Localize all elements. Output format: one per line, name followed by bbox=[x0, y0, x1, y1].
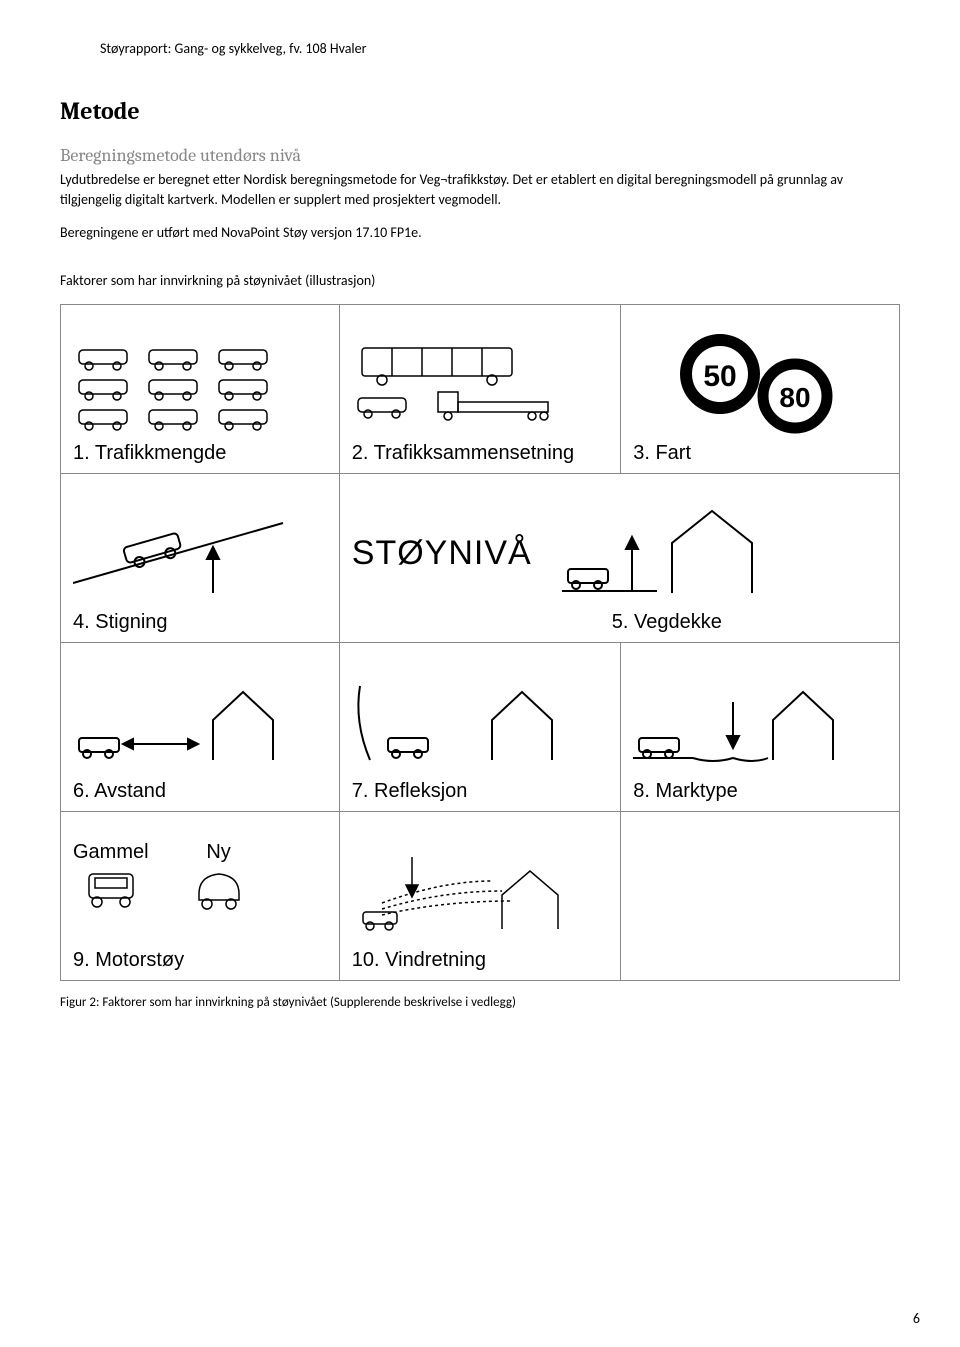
sign-50-text: 50 bbox=[703, 360, 736, 393]
sign-80-text: 80 bbox=[780, 382, 811, 413]
section-subtitle: Beregningsmetode utendørs nivå bbox=[60, 145, 900, 166]
cell-label-4: 4. Stigning bbox=[73, 611, 327, 634]
cell-vindretning: 10. Vindretning bbox=[339, 812, 620, 981]
distance-icon bbox=[73, 672, 327, 772]
paragraph-2: Beregningene er utført med NovaPoint Stø… bbox=[60, 223, 900, 243]
wind-direction-icon bbox=[352, 841, 608, 941]
cell-refleksjon: 7. Refleksjon bbox=[339, 643, 620, 812]
paragraph-1: Lydutbredelse er beregnet etter Nordisk … bbox=[60, 170, 900, 209]
slope-icon bbox=[73, 503, 327, 603]
stoyniva-heading: STØYNIVÅ bbox=[352, 534, 532, 573]
bus-car-truck-icon bbox=[352, 334, 608, 434]
cell-trafikksammensetning: 2. Trafikksammensetning bbox=[339, 305, 620, 474]
cell-avstand: 6. Avstand bbox=[61, 643, 340, 812]
speed-signs-icon: 50 80 bbox=[633, 334, 887, 434]
cell-label-3: 3. Fart bbox=[633, 442, 887, 465]
paragraph-3: Faktorer som har innvirkning på støynivå… bbox=[60, 271, 900, 291]
cell-marktype: 8. Marktype bbox=[621, 643, 900, 812]
cell-label-5: 5. Vegdekke bbox=[612, 611, 887, 634]
cell-empty bbox=[621, 812, 900, 981]
house-road-icon bbox=[562, 503, 782, 603]
cell-fart: 50 80 3. Fart bbox=[621, 305, 900, 474]
cell-label-9: 9. Motorstøy bbox=[73, 949, 327, 972]
car-front-new-icon bbox=[189, 864, 249, 914]
cell-motorstoy: Gammel Ny bbox=[61, 812, 340, 981]
cell-label-1: 1. Trafikkmengde bbox=[73, 442, 327, 465]
factors-illustration-table: 1. Trafikkmengde 2. Trafikksammensetning bbox=[60, 304, 900, 981]
report-header: Støyrapport: Gang- og sykkelveg, fv. 108… bbox=[100, 40, 900, 57]
cell-label-7: 7. Refleksjon bbox=[352, 780, 608, 803]
label-gammel: Gammel bbox=[73, 841, 149, 864]
cell-trafikkmengde: 1. Trafikkmengde bbox=[61, 305, 340, 474]
section-title: Metode bbox=[60, 97, 900, 125]
figure-caption: Figur 2: Faktorer som har innvirkning på… bbox=[60, 995, 900, 1010]
cell-stoyniva-vegdekke: STØYNIVÅ 5. Vegdekke bbox=[339, 474, 899, 643]
label-ny: Ny bbox=[189, 841, 249, 864]
cell-label-2: 2. Trafikksammensetning bbox=[352, 442, 608, 465]
ground-type-icon bbox=[633, 672, 887, 772]
cell-label-10: 10. Vindretning bbox=[352, 949, 608, 972]
cell-stigning: 4. Stigning bbox=[61, 474, 340, 643]
reflection-icon bbox=[352, 672, 608, 772]
cars-grid-icon bbox=[73, 334, 327, 434]
car-front-old-icon bbox=[81, 864, 141, 914]
page-number: 6 bbox=[913, 1310, 920, 1327]
cell-label-6: 6. Avstand bbox=[73, 780, 327, 803]
cell-label-8: 8. Marktype bbox=[633, 780, 887, 803]
